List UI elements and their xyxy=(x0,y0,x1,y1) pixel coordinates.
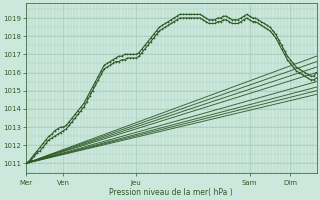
X-axis label: Pression niveau de la mer( hPa ): Pression niveau de la mer( hPa ) xyxy=(109,188,233,197)
